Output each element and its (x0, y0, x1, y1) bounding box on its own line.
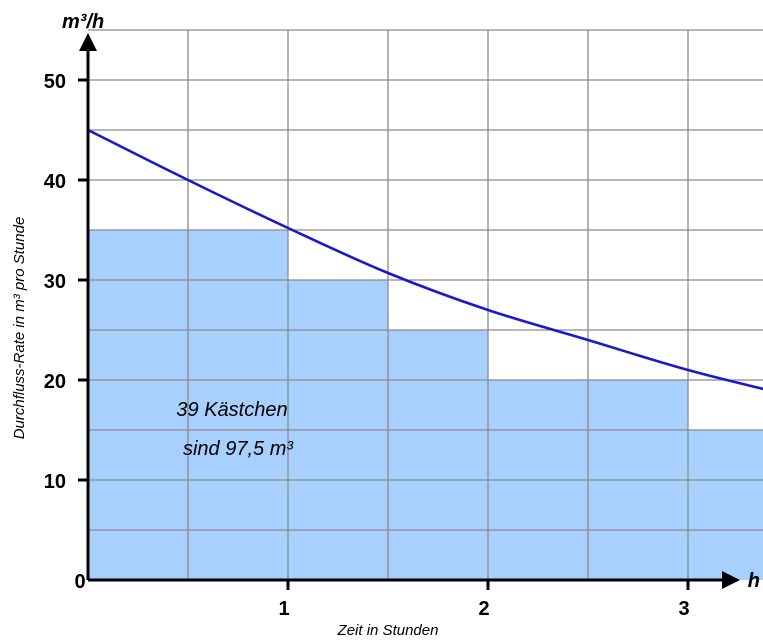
x-tick-label: 3 (678, 598, 689, 620)
y-axis-title: Durchfluss-Rate in m³ pro Stunde (11, 217, 28, 440)
y-tick-label: 30 (44, 271, 66, 293)
x-axis-arrowhead (722, 571, 740, 589)
annotation-count: 39 Kästchen (176, 399, 287, 421)
x-unit-label: h (748, 570, 760, 592)
annotation-volume: sind 97,5 m³ (183, 438, 294, 460)
step-bar-2 (388, 330, 488, 580)
tick-labels: 1234561020304050 (44, 71, 690, 620)
y-tick-label: 40 (44, 171, 66, 193)
y-tick-label: 50 (44, 71, 66, 93)
grid (88, 29, 763, 580)
x-axis-title: Zeit in Stunden (337, 622, 439, 639)
y-tick-label: 10 (44, 471, 66, 493)
x-tick-label: 2 (478, 598, 489, 620)
axes (79, 33, 740, 589)
flow-curve (87, 128, 763, 391)
flow-curve-line (87, 128, 763, 391)
y-axis-arrowhead (79, 33, 97, 51)
origin-label: 0 (74, 571, 85, 593)
step-bar-4 (688, 430, 763, 580)
y-tick-label: 20 (44, 371, 66, 393)
y-unit-label: m³/h (62, 11, 104, 33)
x-tick-label: 1 (278, 598, 289, 620)
